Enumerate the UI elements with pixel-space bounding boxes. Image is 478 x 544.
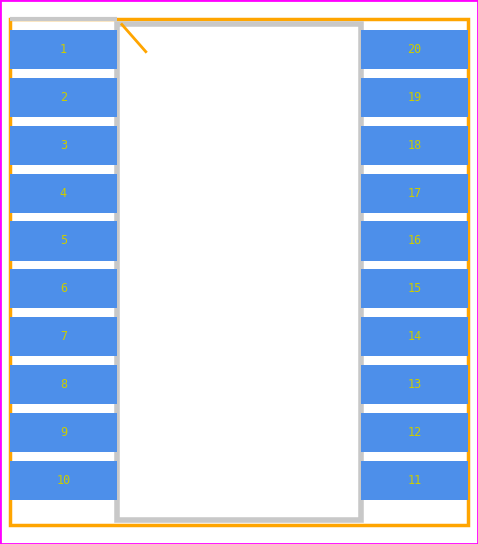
Bar — [10, 317, 117, 356]
Bar — [361, 174, 468, 213]
Bar — [117, 24, 361, 520]
Text: 20: 20 — [408, 43, 422, 56]
Bar — [361, 78, 468, 117]
Bar — [10, 221, 117, 261]
Text: 9: 9 — [60, 426, 67, 439]
Text: 8: 8 — [60, 378, 67, 391]
Text: 19: 19 — [408, 91, 422, 104]
Bar — [361, 317, 468, 356]
Text: 3: 3 — [60, 139, 67, 152]
Bar — [361, 413, 468, 452]
Bar — [361, 461, 468, 500]
Text: 18: 18 — [408, 139, 422, 152]
Bar — [361, 30, 468, 69]
Bar — [10, 461, 117, 500]
Text: 11: 11 — [408, 474, 422, 487]
Bar — [10, 269, 117, 308]
Bar — [361, 126, 468, 165]
Bar — [361, 269, 468, 308]
Text: 1: 1 — [60, 43, 67, 56]
Text: 2: 2 — [60, 91, 67, 104]
Text: 16: 16 — [408, 234, 422, 248]
Bar — [10, 413, 117, 452]
Bar — [361, 221, 468, 261]
Bar — [10, 78, 117, 117]
Text: 14: 14 — [408, 330, 422, 343]
Text: 12: 12 — [408, 426, 422, 439]
Text: 7: 7 — [60, 330, 67, 343]
Text: 4: 4 — [60, 187, 67, 200]
Text: 10: 10 — [56, 474, 70, 487]
Bar — [361, 365, 468, 404]
Bar — [10, 30, 117, 69]
Bar — [10, 126, 117, 165]
Bar — [10, 365, 117, 404]
Text: 5: 5 — [60, 234, 67, 248]
Text: 6: 6 — [60, 282, 67, 295]
Text: 17: 17 — [408, 187, 422, 200]
Text: 13: 13 — [408, 378, 422, 391]
Text: 15: 15 — [408, 282, 422, 295]
Bar — [10, 174, 117, 213]
